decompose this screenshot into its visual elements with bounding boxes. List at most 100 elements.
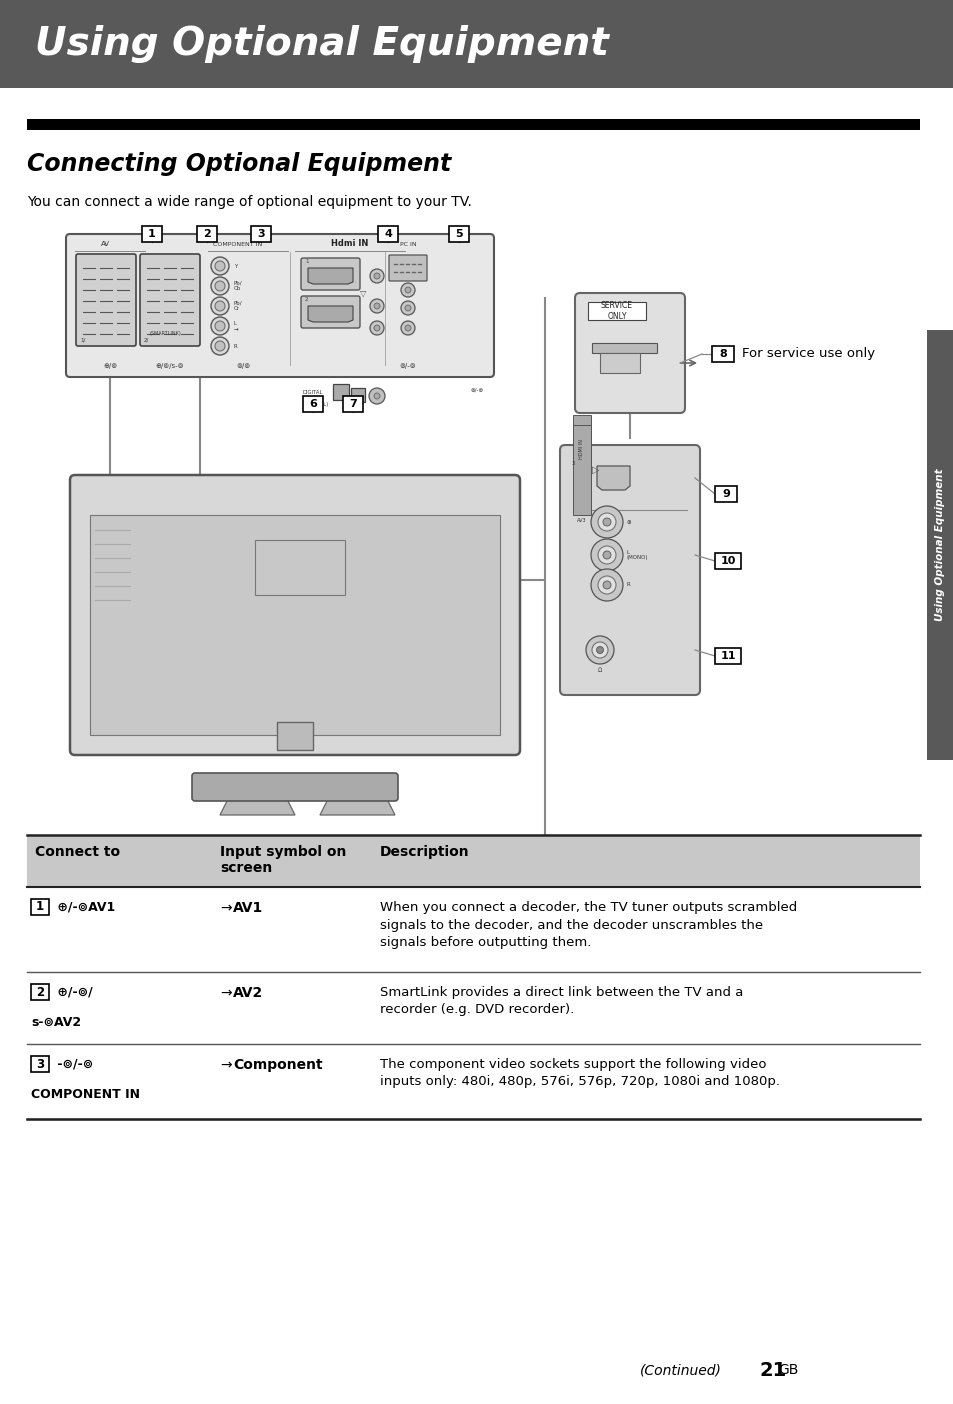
Bar xyxy=(343,396,363,411)
Bar xyxy=(351,388,365,402)
Bar xyxy=(142,226,162,241)
Text: 9: 9 xyxy=(721,489,729,498)
Circle shape xyxy=(405,305,411,312)
Text: 6: 6 xyxy=(309,399,316,409)
Circle shape xyxy=(211,337,229,355)
Text: DIGITAL
OUT
(OPTICAL): DIGITAL OUT (OPTICAL) xyxy=(303,390,329,407)
Bar xyxy=(714,649,740,664)
Text: Ω: Ω xyxy=(598,668,601,673)
Bar xyxy=(30,984,49,1000)
Text: G: G xyxy=(352,388,357,395)
Circle shape xyxy=(214,281,225,291)
Polygon shape xyxy=(319,795,395,814)
Circle shape xyxy=(374,324,379,331)
Circle shape xyxy=(598,512,616,531)
Text: SERVICE
ONLY: SERVICE ONLY xyxy=(600,302,633,320)
Polygon shape xyxy=(220,795,294,814)
Bar xyxy=(27,835,919,887)
Circle shape xyxy=(592,642,607,658)
Text: s-⊚AV2: s-⊚AV2 xyxy=(30,1016,81,1029)
FancyBboxPatch shape xyxy=(70,475,519,755)
Text: Component: Component xyxy=(233,1059,322,1073)
Text: COMPONENT IN: COMPONENT IN xyxy=(30,1088,140,1101)
FancyBboxPatch shape xyxy=(140,254,200,345)
Text: →: → xyxy=(220,1059,232,1073)
Text: AV: AV xyxy=(100,241,110,247)
Text: Connecting Optional Equipment: Connecting Optional Equipment xyxy=(27,152,451,176)
Circle shape xyxy=(214,322,225,331)
FancyBboxPatch shape xyxy=(192,774,397,802)
Text: Using Optional Equipment: Using Optional Equipment xyxy=(934,469,944,622)
Circle shape xyxy=(211,317,229,336)
Circle shape xyxy=(214,300,225,312)
Bar xyxy=(27,119,919,131)
Bar xyxy=(30,899,49,915)
Circle shape xyxy=(211,298,229,314)
Text: Connect to: Connect to xyxy=(35,845,120,859)
FancyBboxPatch shape xyxy=(301,296,359,329)
FancyBboxPatch shape xyxy=(76,254,136,345)
FancyBboxPatch shape xyxy=(389,256,427,281)
Bar xyxy=(449,226,469,241)
Text: Pb/
Cr: Pb/ Cr xyxy=(233,300,242,312)
Text: ⊚/⊚: ⊚/⊚ xyxy=(235,364,250,369)
Text: 4: 4 xyxy=(384,229,392,239)
Circle shape xyxy=(602,581,610,590)
Bar xyxy=(711,345,733,362)
Text: 7: 7 xyxy=(349,399,356,409)
Text: ⊕/-⊚AV1: ⊕/-⊚AV1 xyxy=(53,900,115,914)
Text: Description: Description xyxy=(379,845,469,859)
Text: ⊕: ⊕ xyxy=(626,519,631,525)
Circle shape xyxy=(596,646,603,653)
Text: AV2: AV2 xyxy=(233,986,263,1000)
Text: →: → xyxy=(220,986,232,1000)
Bar xyxy=(251,226,271,241)
Text: ⊕/⊚: ⊕/⊚ xyxy=(103,364,117,369)
Text: 2/: 2/ xyxy=(144,338,150,343)
Text: L
(MONO): L (MONO) xyxy=(626,549,648,560)
Circle shape xyxy=(374,393,379,399)
Bar xyxy=(0,0,953,88)
Text: SmartLink provides a direct link between the TV and a
recorder (e.g. DVD recorde: SmartLink provides a direct link between… xyxy=(379,986,742,1016)
Bar xyxy=(254,541,345,595)
Circle shape xyxy=(369,388,385,404)
Text: (SMARTLINK): (SMARTLINK) xyxy=(150,331,182,336)
Circle shape xyxy=(370,322,384,336)
Bar xyxy=(599,352,639,373)
Text: 1/: 1/ xyxy=(80,338,85,343)
Text: The component video sockets support the following video
inputs only: 480i, 480p,: The component video sockets support the … xyxy=(379,1059,780,1088)
Bar xyxy=(27,887,919,972)
Text: GB: GB xyxy=(778,1363,798,1377)
FancyBboxPatch shape xyxy=(301,258,359,291)
Text: 1: 1 xyxy=(36,900,44,914)
Bar xyxy=(30,1056,49,1073)
Circle shape xyxy=(590,569,622,601)
Bar xyxy=(303,396,323,411)
Text: ⊚/-⊚: ⊚/-⊚ xyxy=(470,388,483,392)
Circle shape xyxy=(598,546,616,564)
Circle shape xyxy=(211,257,229,275)
Bar xyxy=(276,722,313,750)
Text: 8: 8 xyxy=(719,350,726,359)
Text: ⊕/⊚/s-⊚: ⊕/⊚/s-⊚ xyxy=(155,364,184,369)
Circle shape xyxy=(585,636,614,664)
Text: Pb/
Cb: Pb/ Cb xyxy=(233,281,242,292)
Bar xyxy=(714,553,740,569)
Text: -⊚/-⊚: -⊚/-⊚ xyxy=(53,1057,93,1070)
Bar xyxy=(90,515,499,736)
Bar xyxy=(587,302,645,320)
Circle shape xyxy=(590,505,622,538)
Bar xyxy=(573,416,590,465)
Text: 11: 11 xyxy=(720,651,735,661)
Text: AV3: AV3 xyxy=(577,518,586,524)
Text: Input symbol on
screen: Input symbol on screen xyxy=(220,845,346,875)
Circle shape xyxy=(590,539,622,571)
Text: R: R xyxy=(626,583,630,587)
Circle shape xyxy=(370,299,384,313)
Text: Using Optional Equipment: Using Optional Equipment xyxy=(35,25,608,63)
Bar xyxy=(926,330,953,760)
Circle shape xyxy=(405,286,411,293)
Text: 21: 21 xyxy=(760,1360,786,1380)
Circle shape xyxy=(405,324,411,331)
Text: 5: 5 xyxy=(455,229,462,239)
